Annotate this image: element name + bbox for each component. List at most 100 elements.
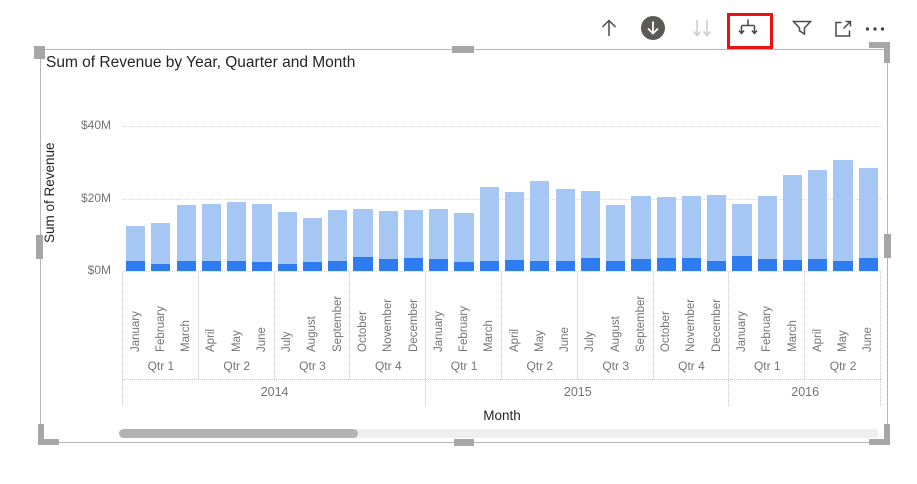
quarter-label: Qtr 2 bbox=[526, 358, 554, 373]
bar-november-2014[interactable] bbox=[378, 210, 398, 271]
bar-base-segment bbox=[858, 258, 878, 271]
horizontal-scrollbar-thumb[interactable] bbox=[119, 429, 359, 438]
year-label: 2014 bbox=[260, 385, 289, 399]
bar-base-segment bbox=[833, 260, 853, 271]
horizontal-scrollbar-track[interactable] bbox=[119, 429, 879, 438]
month-label: February bbox=[458, 305, 471, 352]
drill-down-icon[interactable] bbox=[640, 15, 666, 41]
resize-handle-top-left[interactable] bbox=[34, 46, 45, 59]
bar-slot bbox=[729, 126, 754, 271]
bar-april-2014[interactable] bbox=[201, 204, 222, 271]
bar-february-2015[interactable] bbox=[454, 212, 474, 271]
bar-march-2015[interactable] bbox=[479, 186, 499, 271]
year-label: 2016 bbox=[791, 385, 820, 399]
resize-handle-left-middle[interactable] bbox=[36, 235, 43, 259]
more-options-icon[interactable] bbox=[863, 17, 887, 41]
year-separator bbox=[728, 272, 730, 405]
bar-slot bbox=[679, 126, 704, 271]
quarter-separator bbox=[197, 272, 199, 379]
quarter-separator bbox=[349, 272, 351, 379]
gridline bbox=[123, 126, 881, 127]
resize-handle-top-middle[interactable] bbox=[452, 46, 474, 53]
bar-august-2014[interactable] bbox=[302, 218, 323, 271]
bar-base-segment bbox=[201, 260, 222, 271]
month-label: April bbox=[205, 328, 218, 352]
bar-base-segment bbox=[681, 258, 702, 271]
bar-july-2015[interactable] bbox=[580, 190, 600, 271]
bar-april-2016[interactable] bbox=[808, 170, 828, 271]
bar-slot bbox=[376, 126, 401, 271]
bar-april-2015[interactable] bbox=[505, 192, 525, 271]
bar-base-segment bbox=[757, 259, 777, 271]
resize-handle-right-middle[interactable] bbox=[884, 234, 891, 258]
x-axis-title: Month bbox=[483, 408, 521, 423]
bar-base-segment bbox=[176, 260, 196, 271]
bar-slot bbox=[350, 126, 375, 271]
bar-january-2016[interactable] bbox=[732, 203, 752, 271]
bar-june-2014[interactable] bbox=[252, 204, 272, 271]
month-label: September bbox=[331, 295, 344, 352]
month-label: April bbox=[811, 328, 824, 352]
bar-september-2014[interactable] bbox=[328, 210, 348, 271]
month-label: November bbox=[382, 298, 395, 352]
bar-november-2015[interactable] bbox=[681, 196, 702, 271]
month-label: February bbox=[154, 305, 167, 352]
resize-handle-bottom-right[interactable] bbox=[869, 424, 890, 445]
quarter-label: Qtr 3 bbox=[602, 358, 630, 373]
bar-july-2014[interactable] bbox=[277, 212, 297, 271]
bar-base-segment bbox=[353, 256, 373, 271]
month-label: June bbox=[559, 327, 572, 352]
bar-base-segment bbox=[302, 262, 323, 271]
filter-icon[interactable] bbox=[790, 17, 814, 41]
bar-slot bbox=[401, 126, 426, 271]
expand-all-down-icon[interactable] bbox=[736, 17, 760, 41]
bar-base-segment bbox=[227, 260, 247, 271]
bar-base-segment bbox=[277, 263, 297, 271]
bar-may-2014[interactable] bbox=[227, 201, 247, 271]
resize-handle-bottom-middle[interactable] bbox=[454, 439, 474, 446]
y-tick-label: $40M bbox=[80, 118, 111, 132]
bar-march-2014[interactable] bbox=[176, 204, 196, 271]
bar-slot bbox=[603, 126, 628, 271]
focus-mode-icon[interactable] bbox=[831, 17, 855, 41]
month-label: December bbox=[710, 298, 723, 352]
month-label: July bbox=[281, 331, 294, 352]
bar-august-2015[interactable] bbox=[606, 205, 626, 271]
bar-january-2014[interactable] bbox=[126, 225, 146, 271]
resize-handle-bottom-left[interactable] bbox=[38, 424, 59, 445]
month-label: February bbox=[761, 305, 774, 352]
go-to-next-level-icon[interactable] bbox=[690, 16, 714, 40]
column-chart-visual[interactable]: Sum of Revenue by Year, Quarter and Mont… bbox=[34, 42, 891, 446]
bar-february-2014[interactable] bbox=[151, 222, 171, 271]
bar-base-segment bbox=[126, 260, 146, 271]
quarter-separator bbox=[804, 272, 806, 379]
quarter-label: Qtr 4 bbox=[374, 358, 402, 373]
bar-january-2015[interactable] bbox=[429, 209, 449, 271]
bar-june-2015[interactable] bbox=[555, 189, 575, 271]
month-label: June bbox=[255, 327, 268, 352]
bar-september-2015[interactable] bbox=[631, 196, 651, 271]
bar-june-2016[interactable] bbox=[858, 168, 878, 271]
bar-base-segment bbox=[505, 259, 525, 271]
bar-slot bbox=[856, 126, 881, 271]
bar-may-2016[interactable] bbox=[833, 159, 853, 271]
bar-slot bbox=[199, 126, 224, 271]
month-label: January bbox=[129, 311, 142, 352]
bar-october-2014[interactable] bbox=[353, 209, 373, 271]
y-tick-label: $0M bbox=[87, 263, 111, 277]
month-label: May bbox=[533, 330, 546, 352]
y-axis-title: Sum of Revenue bbox=[42, 142, 57, 243]
drill-up-icon[interactable] bbox=[597, 16, 621, 40]
bar-march-2016[interactable] bbox=[782, 174, 803, 271]
bar-february-2016[interactable] bbox=[757, 195, 777, 271]
month-label: June bbox=[862, 327, 875, 352]
quarter-label: Qtr 4 bbox=[678, 358, 705, 373]
bar-october-2015[interactable] bbox=[656, 197, 676, 271]
bar-may-2015[interactable] bbox=[530, 181, 550, 271]
bar-slot bbox=[553, 126, 578, 271]
bar-december-2014[interactable] bbox=[403, 210, 424, 271]
chart-title: Sum of Revenue by Year, Quarter and Mont… bbox=[46, 54, 356, 71]
bars-container bbox=[123, 126, 881, 271]
bar-december-2015[interactable] bbox=[707, 194, 727, 271]
resize-handle-top-right[interactable] bbox=[869, 42, 890, 63]
